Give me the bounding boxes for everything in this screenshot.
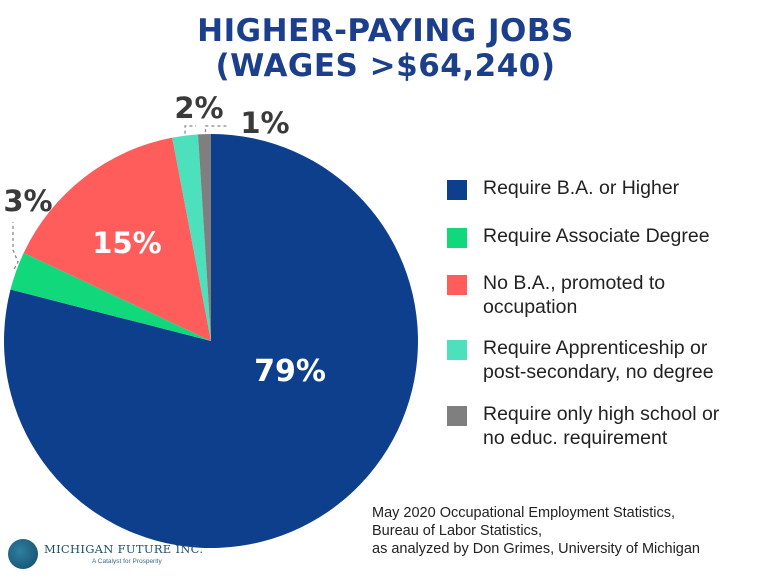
- source-note: May 2020 Occupational Employment Statist…: [372, 505, 700, 557]
- legend-item-ba: Require B.A. or Higher: [447, 176, 763, 200]
- leader-line-apprenticeship: [184, 125, 196, 134]
- legend-item-promoted: No B.A., promoted to occupation: [447, 271, 763, 319]
- legend-label-apprenticeship: Require Apprenticeship or post-secondary…: [483, 337, 714, 383]
- pie-slice-apprenticeship: [172, 134, 211, 341]
- chart-title: HIGHER-PAYING JOBS (WAGES >$64,240): [0, 14, 771, 84]
- chart-title-line-1: HIGHER-PAYING JOBS: [197, 13, 574, 49]
- pie-slice-promoted: [23, 137, 211, 341]
- logo: MICHIGAN FUTURE INC. A Catalyst for Pros…: [8, 538, 203, 574]
- legend-label-ba: Require B.A. or Higher: [483, 177, 680, 199]
- chart-title-line-2: (WAGES >$64,240): [215, 48, 556, 84]
- legend-swatch-high-school: [447, 406, 467, 426]
- logo-name: MICHIGAN FUTURE INC.: [44, 542, 204, 556]
- legend-swatch-promoted: [447, 275, 467, 295]
- data-label-promoted: 15%: [92, 226, 161, 260]
- legend-item-high-school: Require only high school or no educ. req…: [447, 402, 763, 450]
- leader-line-associate: [12, 222, 19, 270]
- legend-label-promoted: No B.A., promoted to occupation: [483, 272, 666, 318]
- legend-swatch-associate: [447, 228, 467, 248]
- data-label-ba: 79%: [254, 354, 326, 389]
- leader-line-high-school: [204, 125, 228, 133]
- legend-item-apprenticeship: Require Apprenticeship or post-secondary…: [447, 336, 763, 384]
- pie-slice-high-school: [198, 134, 211, 341]
- logo-tagline: A Catalyst for Prosperity: [92, 558, 162, 565]
- legend-label-associate: Require Associate Degree: [483, 225, 710, 247]
- legend-label-high-school: Require only high school or no educ. req…: [483, 403, 720, 449]
- logo-globe-icon: [8, 539, 38, 569]
- data-label-apprenticeship: 2%: [174, 91, 223, 125]
- data-label-associate: 3%: [3, 184, 52, 218]
- legend-swatch-apprenticeship: [447, 340, 467, 360]
- legend-item-associate: Require Associate Degree: [447, 224, 763, 248]
- data-label-high-school: 1%: [240, 106, 289, 140]
- pie-slice-associate: [10, 252, 212, 341]
- legend-swatch-ba: [447, 180, 467, 200]
